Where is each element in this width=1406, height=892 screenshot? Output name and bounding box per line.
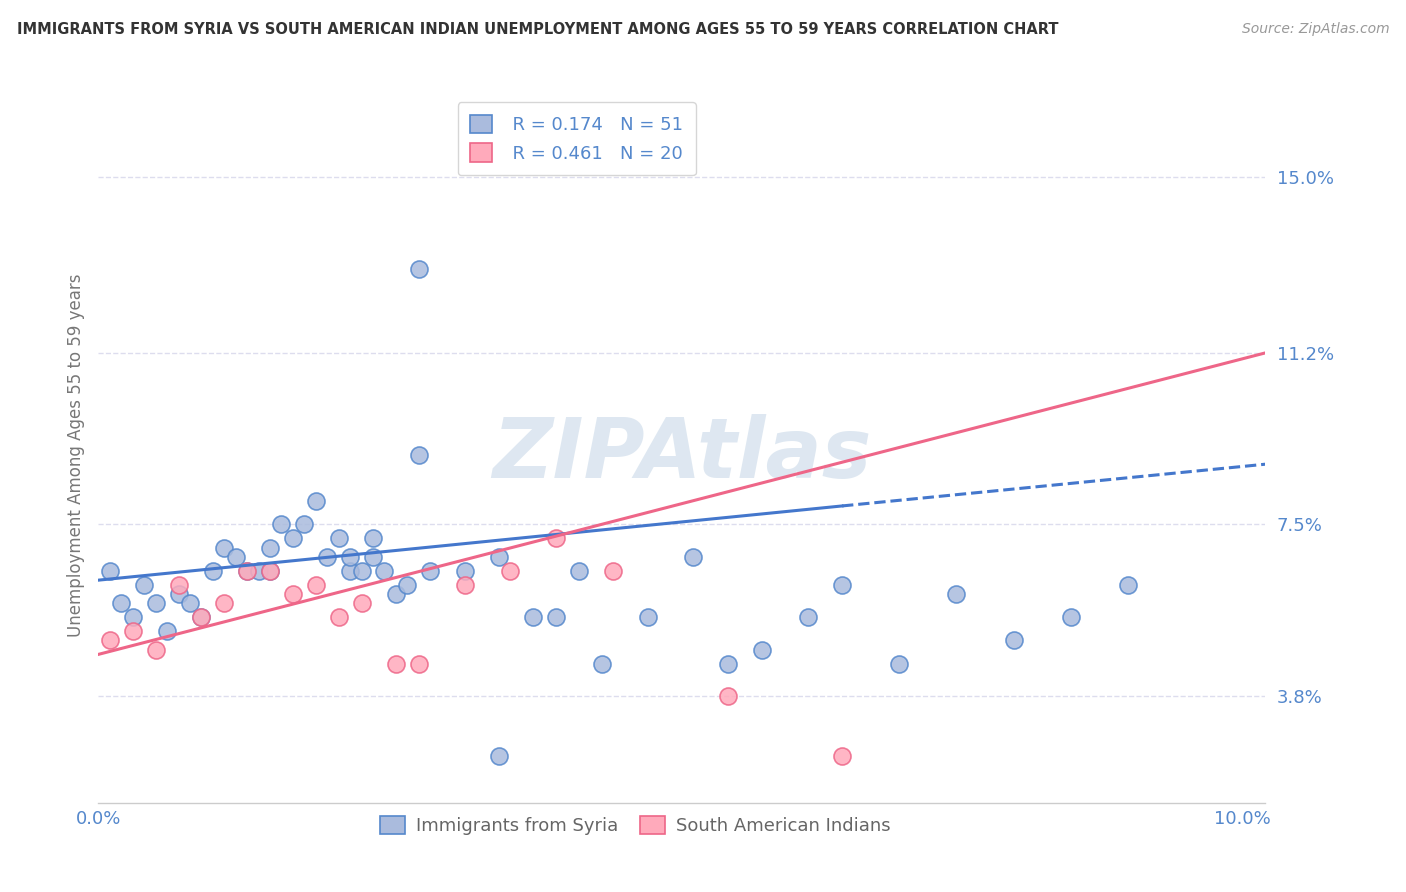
Point <box>408 448 430 462</box>
Point <box>682 549 704 564</box>
Text: ZIPAtlas: ZIPAtlas <box>492 415 872 495</box>
Point <box>544 532 567 546</box>
Point <box>797 610 820 624</box>
Point <box>305 578 328 592</box>
Point <box>361 549 384 564</box>
Point <box>408 262 430 277</box>
Point <box>1116 578 1139 592</box>
Point <box>831 749 853 764</box>
Point <box>190 610 212 624</box>
Point <box>488 749 510 764</box>
Point <box>408 657 430 671</box>
Point <box>419 564 441 578</box>
Point <box>453 578 475 592</box>
Point <box>98 564 121 578</box>
Point <box>305 494 328 508</box>
Point <box>167 587 190 601</box>
Point <box>328 532 350 546</box>
Point <box>121 624 143 639</box>
Point <box>831 578 853 592</box>
Y-axis label: Unemployment Among Ages 55 to 59 years: Unemployment Among Ages 55 to 59 years <box>66 273 84 637</box>
Point <box>339 564 361 578</box>
Point <box>201 564 224 578</box>
Point <box>156 624 179 639</box>
Point <box>1002 633 1025 648</box>
Point <box>945 587 967 601</box>
Point <box>236 564 259 578</box>
Point <box>637 610 659 624</box>
Point <box>350 596 373 610</box>
Point <box>751 642 773 657</box>
Point <box>453 564 475 578</box>
Legend: Immigrants from Syria, South American Indians: Immigrants from Syria, South American In… <box>373 809 898 842</box>
Point <box>717 689 740 703</box>
Point <box>544 610 567 624</box>
Point <box>167 578 190 592</box>
Point <box>602 564 624 578</box>
Text: Source: ZipAtlas.com: Source: ZipAtlas.com <box>1241 22 1389 37</box>
Point <box>568 564 591 578</box>
Point <box>214 596 236 610</box>
Point <box>1060 610 1083 624</box>
Point <box>396 578 419 592</box>
Text: IMMIGRANTS FROM SYRIA VS SOUTH AMERICAN INDIAN UNEMPLOYMENT AMONG AGES 55 TO 59 : IMMIGRANTS FROM SYRIA VS SOUTH AMERICAN … <box>17 22 1059 37</box>
Point <box>316 549 339 564</box>
Point <box>361 532 384 546</box>
Point <box>591 657 613 671</box>
Point <box>110 596 132 610</box>
Point <box>259 564 281 578</box>
Point <box>190 610 212 624</box>
Point <box>385 587 408 601</box>
Point <box>328 610 350 624</box>
Point <box>270 517 292 532</box>
Point <box>179 596 201 610</box>
Point <box>214 541 236 555</box>
Point <box>121 610 143 624</box>
Point <box>889 657 911 671</box>
Point <box>259 564 281 578</box>
Point <box>98 633 121 648</box>
Point <box>145 642 167 657</box>
Point <box>225 549 247 564</box>
Point <box>281 532 304 546</box>
Point <box>247 564 270 578</box>
Point <box>259 541 281 555</box>
Point <box>281 587 304 601</box>
Point <box>236 564 259 578</box>
Point <box>717 657 740 671</box>
Point <box>373 564 395 578</box>
Point <box>145 596 167 610</box>
Point <box>134 578 156 592</box>
Point <box>385 657 408 671</box>
Point <box>339 549 361 564</box>
Point <box>488 549 510 564</box>
Point <box>350 564 373 578</box>
Point <box>292 517 315 532</box>
Point <box>499 564 522 578</box>
Point <box>522 610 544 624</box>
